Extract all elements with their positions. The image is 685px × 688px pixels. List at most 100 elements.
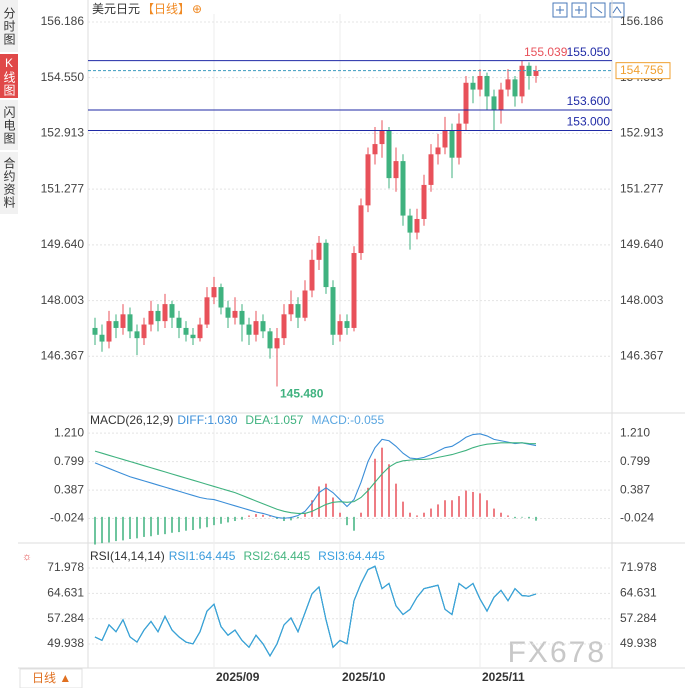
candle-body: [309, 259, 315, 291]
candle-body: [218, 287, 224, 308]
y-tick-label: 49.938: [620, 636, 657, 650]
y-tick-label: 148.003: [41, 293, 85, 307]
x-tick-label: 2025/09: [216, 670, 260, 684]
histogram-bar: [269, 516, 271, 517]
histogram-bar: [101, 516, 103, 544]
candle-body: [232, 310, 238, 318]
candle-body: [505, 79, 511, 90]
candle-body: [456, 123, 462, 158]
histogram-bar: [514, 516, 516, 519]
candle-body: [470, 82, 476, 90]
candle-body: [120, 314, 126, 328]
icon[interactable]: [609, 2, 625, 18]
candle-body: [127, 314, 133, 332]
histogram-bar: [507, 515, 509, 517]
histogram-bar: [374, 458, 376, 517]
y-tick-label: 156.186: [41, 14, 85, 28]
histogram-bar: [318, 486, 320, 517]
y-tick-label: 57.284: [620, 611, 657, 625]
icon[interactable]: [590, 2, 606, 18]
toolbar-icons: [552, 2, 625, 18]
candle-body: [323, 242, 329, 288]
candle-body: [491, 96, 497, 111]
histogram-bar: [129, 516, 131, 540]
histogram-bar: [255, 514, 257, 517]
period-selector[interactable]: [19, 668, 83, 688]
y-tick-label: 64.631: [620, 586, 657, 600]
candle-body: [386, 130, 392, 179]
last-price-box: [615, 62, 671, 80]
histogram-bar: [521, 516, 523, 518]
candle-body: [267, 331, 273, 349]
y-tick-label: 151.277: [620, 181, 664, 195]
tab[interactable]: 合约资料: [0, 152, 18, 214]
histogram-bar: [388, 464, 390, 517]
y-tick-label: 71.978: [47, 560, 84, 574]
histogram-bar: [206, 516, 208, 528]
candle-body: [162, 304, 168, 322]
histogram-bar: [248, 515, 250, 517]
icon[interactable]: [571, 2, 587, 18]
candle-body: [197, 324, 203, 339]
candle-body: [533, 70, 539, 76]
histogram-bar: [115, 516, 117, 542]
line: [94, 565, 537, 658]
legend-entry: RSI1:64.445: [169, 549, 236, 563]
period-selector-label[interactable]: 日线 ▲: [32, 671, 71, 685]
histogram-bar: [199, 516, 201, 529]
tab[interactable]: 分时图: [0, 0, 18, 52]
histogram-bar: [367, 487, 369, 517]
candle-body: [358, 205, 364, 254]
candle-body: [141, 324, 147, 339]
candle-body: [351, 253, 357, 328]
tab[interactable]: 闪电图: [0, 100, 18, 150]
watermark: FX678: [508, 636, 606, 669]
add-button[interactable]: ⊕: [192, 2, 202, 16]
legend-entry: MACD:-0.055: [311, 413, 384, 427]
candle-body: [421, 184, 427, 219]
histogram-bar: [136, 516, 138, 539]
candle-body: [169, 304, 175, 318]
candle-body: [428, 154, 434, 185]
candle-body: [113, 321, 119, 328]
candle-body: [281, 314, 287, 339]
y-tick-label: 0.799: [54, 454, 84, 468]
histogram-bar: [493, 508, 495, 517]
histogram-bar: [395, 483, 397, 517]
background: [18, 0, 685, 688]
candle-body: [519, 65, 525, 97]
y-tick-label: 151.277: [41, 181, 85, 195]
candle-body: [176, 317, 182, 328]
candle-body: [400, 161, 406, 216]
candle-body: [337, 321, 343, 335]
y-tick-label: 57.284: [47, 611, 84, 625]
tab[interactable]: K线图: [0, 54, 18, 98]
pane-title: MACD(26,12,9): [90, 413, 173, 427]
histogram-bar: [304, 512, 306, 517]
y-tick-label: 149.640: [41, 237, 85, 251]
histogram-bar: [416, 515, 418, 517]
histogram-bar: [192, 516, 194, 531]
period[interactable]: 【日线】: [142, 2, 190, 16]
candle-body: [204, 297, 210, 325]
candle-body: [106, 321, 112, 342]
line: [94, 433, 537, 519]
y-tick-label: 0.387: [54, 482, 84, 496]
candle-body: [512, 79, 518, 97]
histogram-bar: [360, 512, 362, 517]
candle-body: [498, 89, 504, 111]
x-tick-label: 2025/11: [482, 670, 525, 684]
icon[interactable]: [552, 2, 568, 18]
title: 美元日元: [92, 2, 140, 16]
histogram-bar: [451, 500, 453, 517]
candle-body: [435, 147, 441, 155]
histogram-bar: [402, 501, 404, 517]
candle-body: [379, 130, 385, 145]
candle-body: [344, 321, 350, 328]
candle-body: [288, 304, 294, 315]
y-tick-label: -0.024: [620, 511, 654, 525]
y-tick-label: 146.367: [620, 348, 664, 362]
histogram-bar: [423, 512, 425, 517]
y-tick-label: 152.913: [41, 126, 85, 140]
histogram-bar: [444, 500, 446, 517]
